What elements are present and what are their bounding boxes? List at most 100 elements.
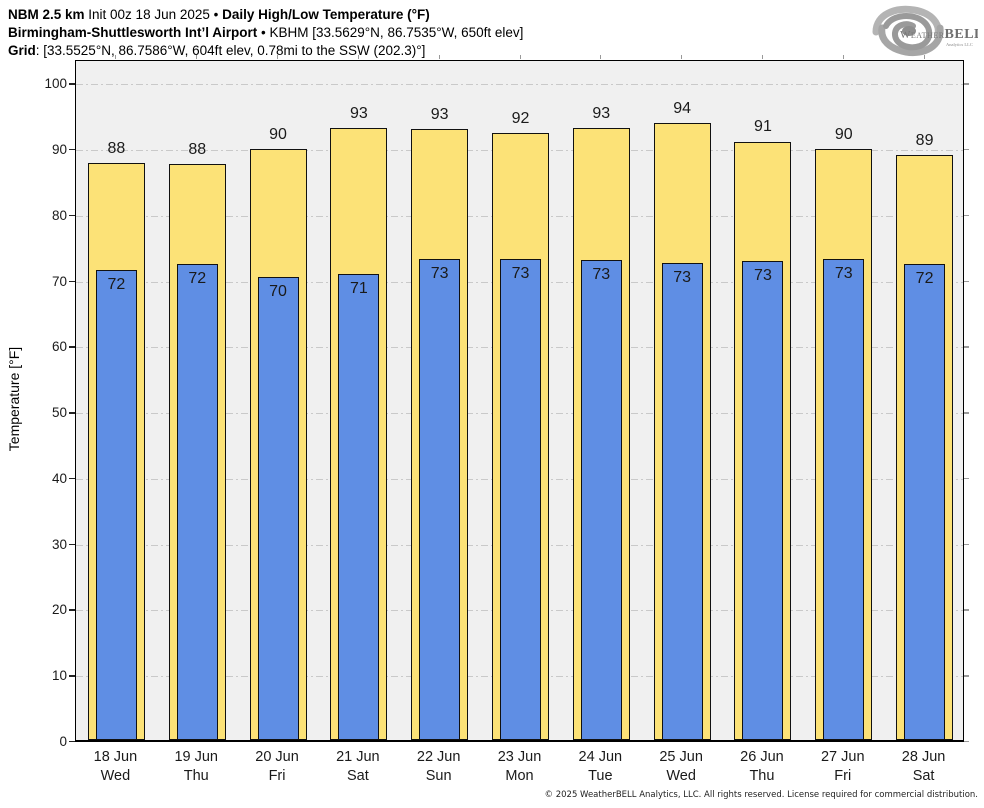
y-tick-left-20 [69, 609, 75, 611]
x-label-date: 19 Jun [174, 749, 218, 765]
bullet-separator: • [257, 25, 270, 40]
chart-header: NBM 2.5 km Init 00z 18 Jun 2025 • Daily … [8, 6, 523, 60]
x-tick-label: 27 Jun Fri [798, 748, 888, 786]
low-value-label: 73 [592, 265, 611, 283]
x-tick-top-5 [519, 55, 521, 59]
x-label-date: 24 Jun [578, 749, 623, 765]
plot-area: 88 72 88 72 90 70 93 71 93 73 92 73 93 73 94 73 91 73 90 73… [75, 60, 964, 742]
y-tick-label-80: 80 [51, 207, 67, 223]
high-value-label: 94 [673, 100, 692, 118]
x-tick-label: 25 Jun Wed [636, 748, 726, 786]
gridline-100 [76, 84, 963, 86]
low-value-label: 72 [915, 269, 934, 287]
x-tick-label: 28 Jun Sat [879, 748, 969, 786]
low-value-label: 73 [673, 268, 692, 286]
x-label-weekday: Fri [834, 768, 852, 784]
low-value-label: 73 [430, 265, 449, 283]
y-tick-label-10: 10 [51, 668, 67, 684]
y-tick-right-0 [964, 741, 969, 743]
high-value-label: 92 [511, 109, 530, 127]
low-bar [580, 259, 622, 740]
station-coords: KBHM [33.5629°N, 86.7535°W, 650ft elev] [269, 25, 524, 40]
y-tick-left-10 [69, 675, 75, 677]
grid-label: Grid [8, 43, 36, 58]
low-value-label: 72 [107, 275, 126, 293]
x-label-date: 21 Jun [336, 749, 380, 765]
y-tick-left-90 [69, 149, 75, 151]
low-bar [500, 258, 541, 740]
high-value-label: 93 [349, 104, 368, 122]
x-tick-top-0 [115, 55, 117, 59]
high-value-label: 90 [269, 126, 287, 144]
y-tick-label-70: 70 [51, 273, 67, 289]
low-bar [338, 273, 380, 740]
y-tick-right-100 [964, 83, 969, 85]
y-tick-left-60 [69, 346, 75, 348]
x-tick-top-4 [438, 55, 440, 59]
y-tick-right-60 [964, 346, 969, 348]
grid-coords: : [33.5525°N, 86.7586°W, 604ft elev, 0.7… [35, 43, 426, 58]
y-tick-right-90 [964, 149, 969, 151]
high-value-label: 93 [430, 105, 449, 123]
y-tick-left-0 [69, 741, 75, 743]
x-tick-top-10 [923, 55, 925, 59]
x-tick-top-7 [681, 55, 683, 59]
chart-title: Daily High/Low Temperature (°F) [222, 7, 430, 22]
header-line-2: Birmingham-Shuttlesworth Int’l Airport •… [8, 24, 523, 42]
hurricane-swirl-icon [872, 5, 944, 57]
x-label-weekday: Fri [268, 768, 286, 784]
x-label-weekday: Sat [912, 768, 935, 784]
low-value-label: 73 [511, 264, 530, 282]
y-tick-right-10 [964, 675, 969, 677]
y-tick-left-70 [69, 280, 75, 282]
station-name: Birmingham-Shuttlesworth Int’l Airport [8, 25, 258, 40]
low-value-label: 72 [188, 269, 207, 287]
x-tick-top-1 [196, 55, 198, 59]
init-time: Init 00z 18 Jun 2025 [84, 7, 214, 22]
y-tick-left-30 [69, 543, 75, 546]
low-bar [419, 259, 461, 740]
y-axis-title: Temperature [°F] [6, 346, 22, 452]
low-value-label: 71 [349, 279, 368, 297]
low-bar [176, 263, 218, 740]
y-tick-left-50 [69, 412, 75, 414]
y-tick-left-40 [69, 477, 75, 480]
x-tick-label: 18 Jun Wed [70, 748, 160, 786]
low-bar [823, 258, 865, 740]
y-tick-right-40 [964, 477, 969, 480]
low-value-label: 73 [834, 264, 853, 282]
x-label-weekday: Sun [425, 768, 452, 784]
x-label-date: 23 Jun [497, 749, 542, 765]
low-value-label: 70 [269, 282, 287, 300]
x-label-weekday: Mon [505, 768, 534, 784]
y-tick-label-60: 60 [51, 339, 67, 355]
x-label-weekday: Tue [588, 768, 613, 784]
low-bar [95, 269, 137, 740]
x-tick-label: 19 Jun Thu [151, 748, 241, 786]
y-tick-label-20: 20 [51, 602, 67, 618]
x-label-date: 22 Jun [416, 749, 461, 765]
x-tick-label: 24 Jun Tue [555, 748, 645, 786]
low-bar [742, 261, 784, 740]
x-tick-top-8 [761, 55, 763, 59]
low-value-label: 73 [754, 267, 772, 285]
y-tick-right-50 [964, 412, 969, 414]
weatherbell-logo: WeatherBELL Analytics LLC [872, 5, 978, 57]
copyright-notice: © 2025 WeatherBELL Analytics, LLC. All r… [544, 790, 978, 800]
y-tick-label-40: 40 [51, 470, 67, 486]
y-tick-label-50: 50 [51, 405, 67, 421]
y-tick-label-30: 30 [51, 536, 67, 552]
x-label-weekday: Wed [666, 768, 696, 784]
x-tick-top-2 [277, 55, 279, 59]
x-label-date: 20 Jun [255, 749, 299, 765]
header-line-3: Grid: [33.5525°N, 86.7586°W, 604ft elev,… [8, 42, 523, 60]
model-name: NBM 2.5 km [8, 7, 85, 22]
x-tick-label: 20 Jun Fri [232, 748, 322, 786]
x-label-date: 28 Jun [901, 749, 946, 765]
high-value-label: 90 [834, 125, 853, 143]
header-line-1: NBM 2.5 km Init 00z 18 Jun 2025 • Daily … [8, 6, 523, 24]
logo-brand-bell: BELL [945, 27, 978, 42]
x-label-date: 18 Jun [93, 749, 138, 765]
x-tick-top-6 [600, 55, 602, 59]
